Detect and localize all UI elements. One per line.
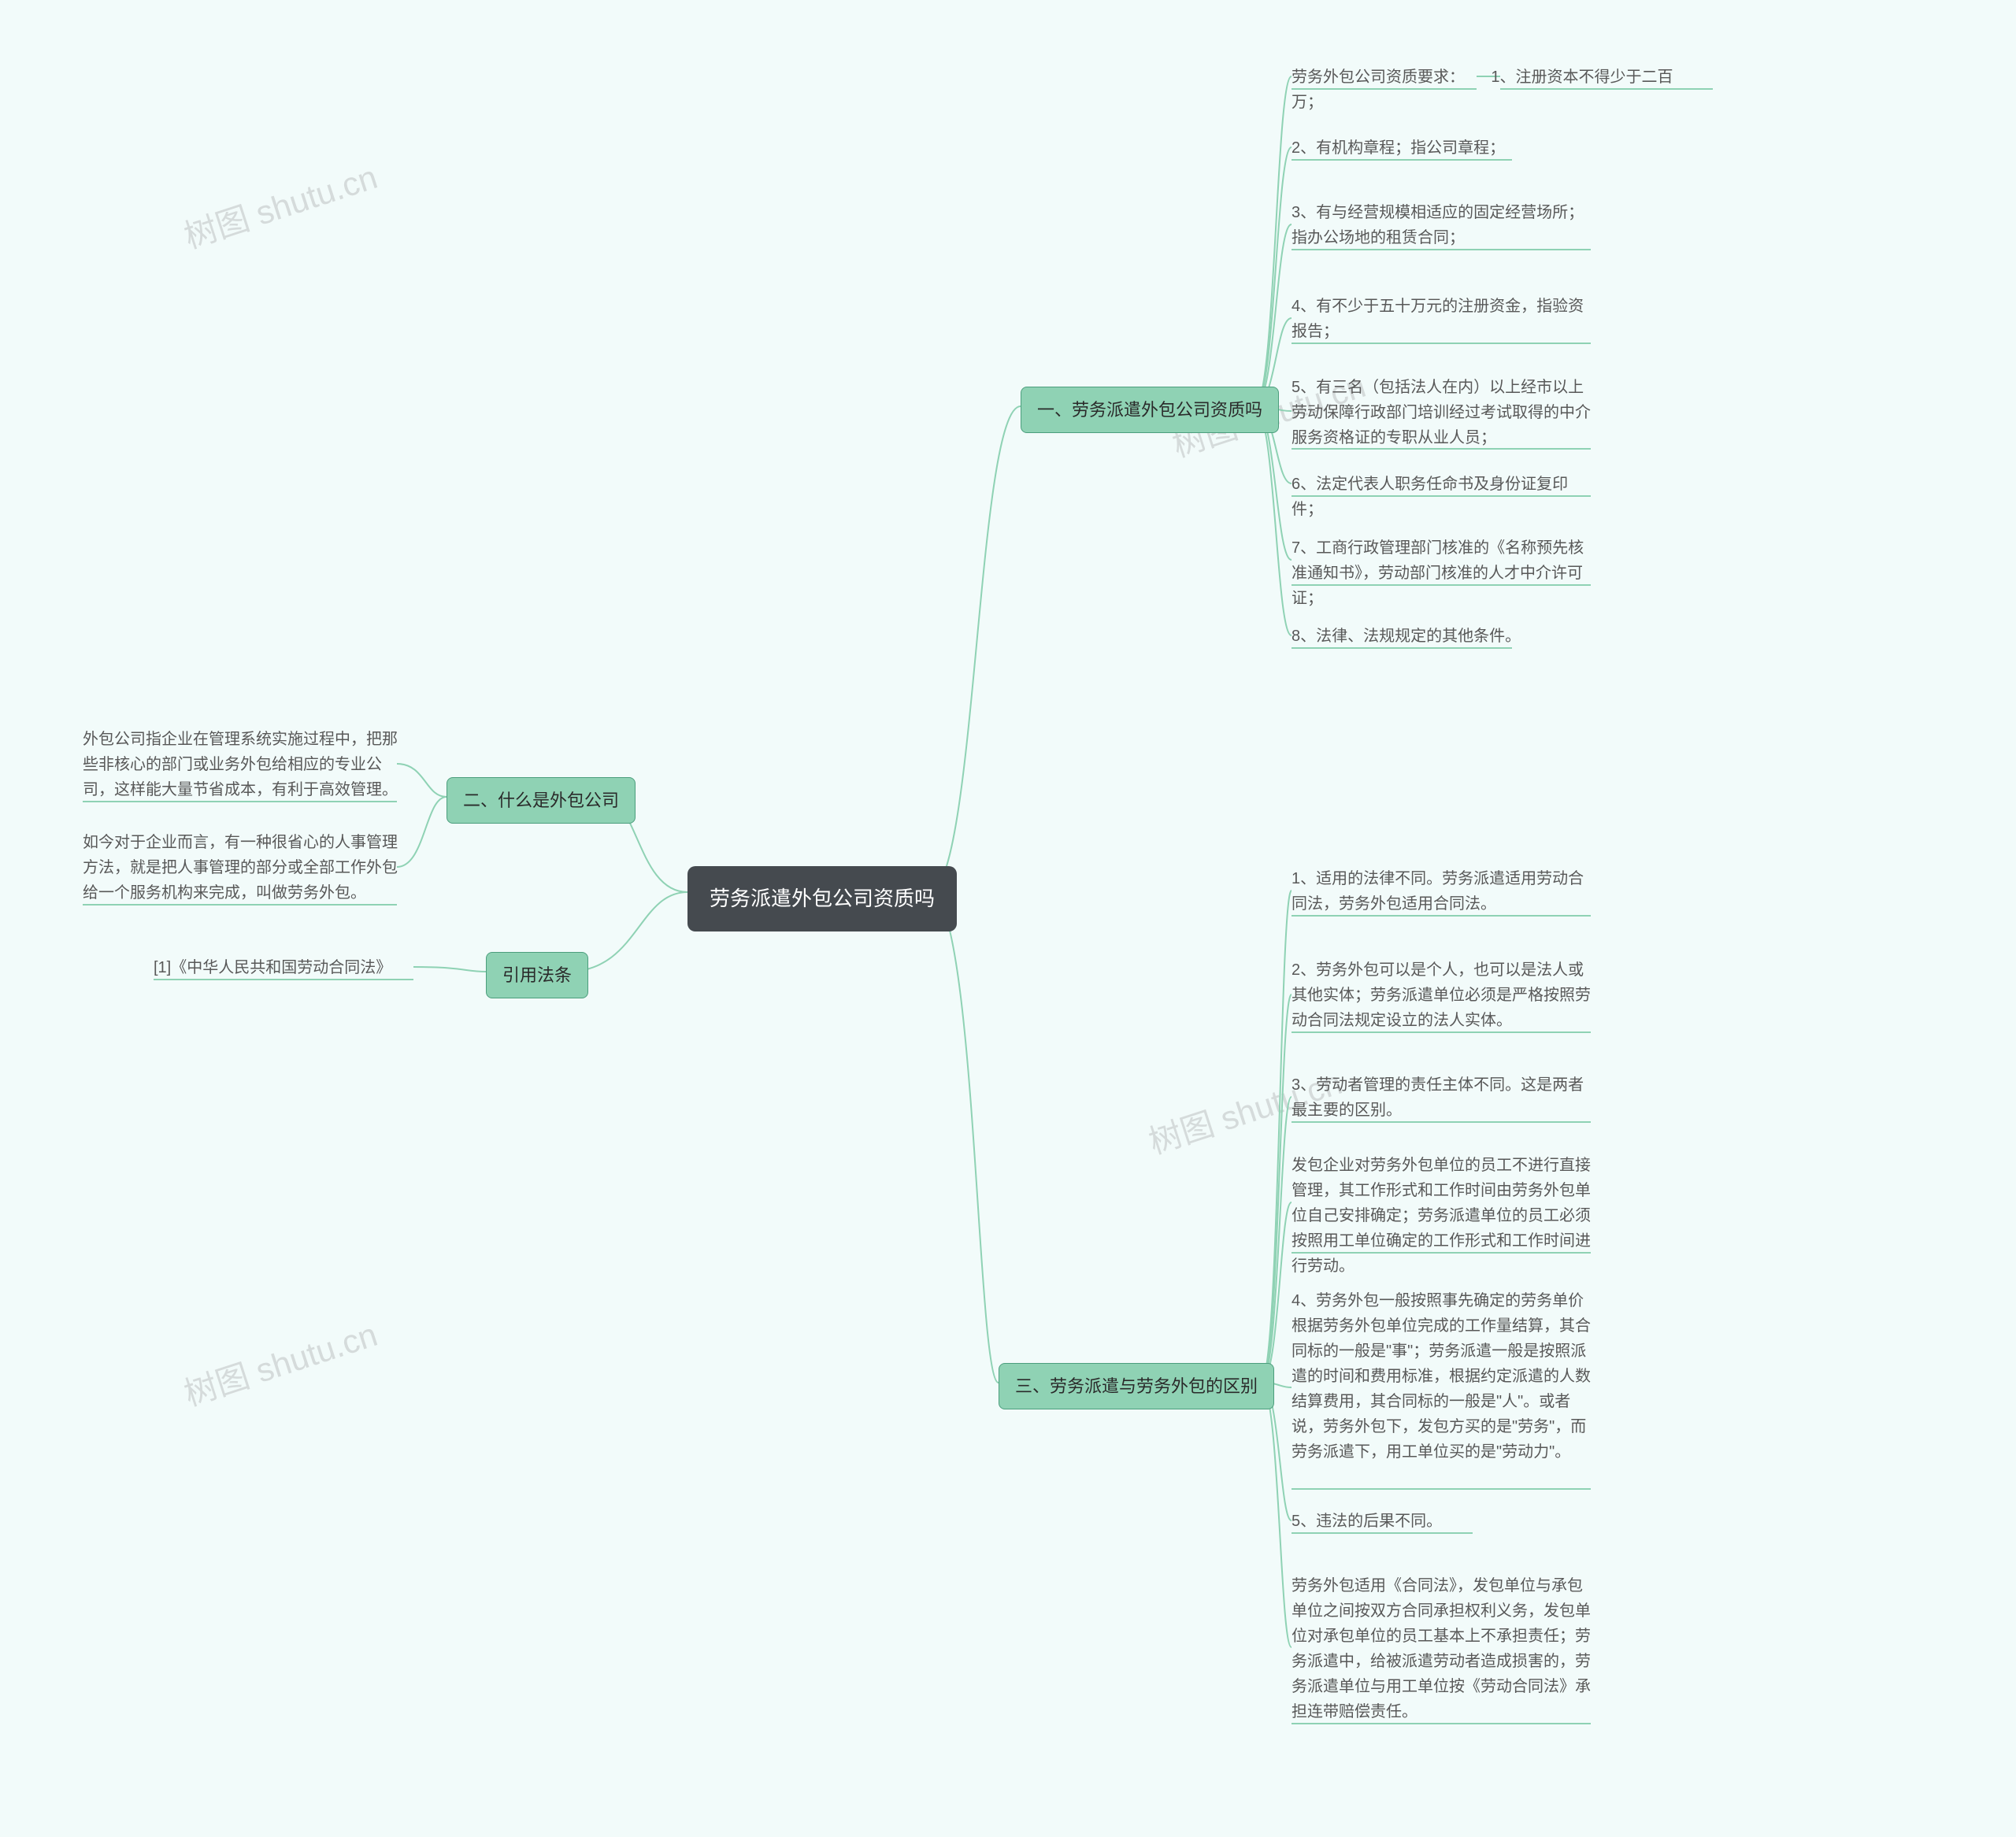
leaf: 2、劳务外包可以是个人，也可以是法人或其他实体；劳务派遣单位必须是严格按照劳动合… [1292,957,1591,1033]
leaf: 1、适用的法律不同。劳务派遣适用劳动合同法，劳务外包适用合同法。 [1292,866,1591,917]
leaf: 5、违法的后果不同。 [1292,1509,1442,1534]
leaf: [1]《中华人民共和国劳动合同法》 [154,955,391,980]
leaf: 如今对于企业而言，有一种很省心的人事管理方法，就是把人事管理的部分或全部工作外包… [83,830,398,906]
leaf: 4、有不少于五十万元的注册资金，指验资报告； [1292,294,1591,344]
branch-difference[interactable]: 三、劳务派遣与劳务外包的区别 [999,1363,1274,1409]
leaf: 6、法定代表人职务任命书及身份证复印件； [1292,472,1591,522]
leaf: 4、劳务外包一般按照事先确定的劳务单价根据劳务外包单位完成的工作量结算，其合同标… [1292,1288,1591,1465]
branch-citation[interactable]: 引用法条 [486,952,588,998]
leaf: 劳务外包适用《合同法》，发包单位与承包单位之间按双方合同承担权利义务，发包单位对… [1292,1573,1591,1724]
leaf: 劳务外包公司资质要求： 1、注册资本不得少于二百万； [1292,65,1685,115]
leaf: 2、有机构章程；指公司章程； [1292,135,1505,161]
watermark: 树图 shutu.cn [177,150,383,258]
connector-layer [0,0,2016,1837]
leaf: 发包企业对劳务外包单位的员工不进行直接管理，其工作形式和工作时间由劳务外包单位自… [1292,1153,1591,1279]
leaf: 7、工商行政管理部门核准的《名称预先核准通知书》，劳动部门核准的人才中介许可证； [1292,535,1591,611]
leaf: 外包公司指企业在管理系统实施过程中，把那些非核心的部门或业务外包给相应的专业公司… [83,727,398,802]
leaf: 3、有与经营规模相适应的固定经营场所；指办公场地的租赁合同； [1292,200,1591,250]
leaf: 8、法律、法规规定的其他条件。 [1292,624,1521,649]
leaf-text: 劳务外包公司资质要求： [1292,69,1465,86]
leaf: 5、有三名（包括法人在内）以上经市以上劳动保障行政部门培训经过考试取得的中介服务… [1292,375,1591,450]
root-node[interactable]: 劳务派遣外包公司资质吗 [687,866,957,931]
watermark: 树图 shutu.cn [177,1308,383,1416]
branch-qualifications[interactable]: 一、劳务派遣外包公司资质吗 [1021,387,1279,433]
branch-what-is-outsourcing[interactable]: 二、什么是外包公司 [447,777,636,824]
leaf: 3、劳动者管理的责任主体不同。这是两者最主要的区别。 [1292,1072,1591,1123]
